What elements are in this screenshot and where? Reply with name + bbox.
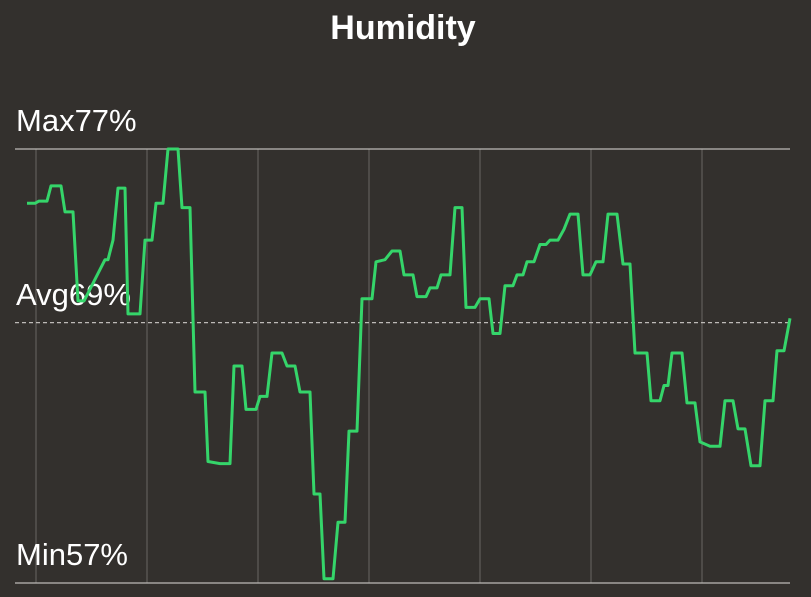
y-tick-label: Min57% (16, 537, 128, 572)
y-tick-label: Avg69% (16, 277, 131, 312)
chart-title: Humidity (330, 9, 476, 47)
y-tick-label: Max77% (16, 103, 137, 138)
data-line (27, 147, 792, 581)
